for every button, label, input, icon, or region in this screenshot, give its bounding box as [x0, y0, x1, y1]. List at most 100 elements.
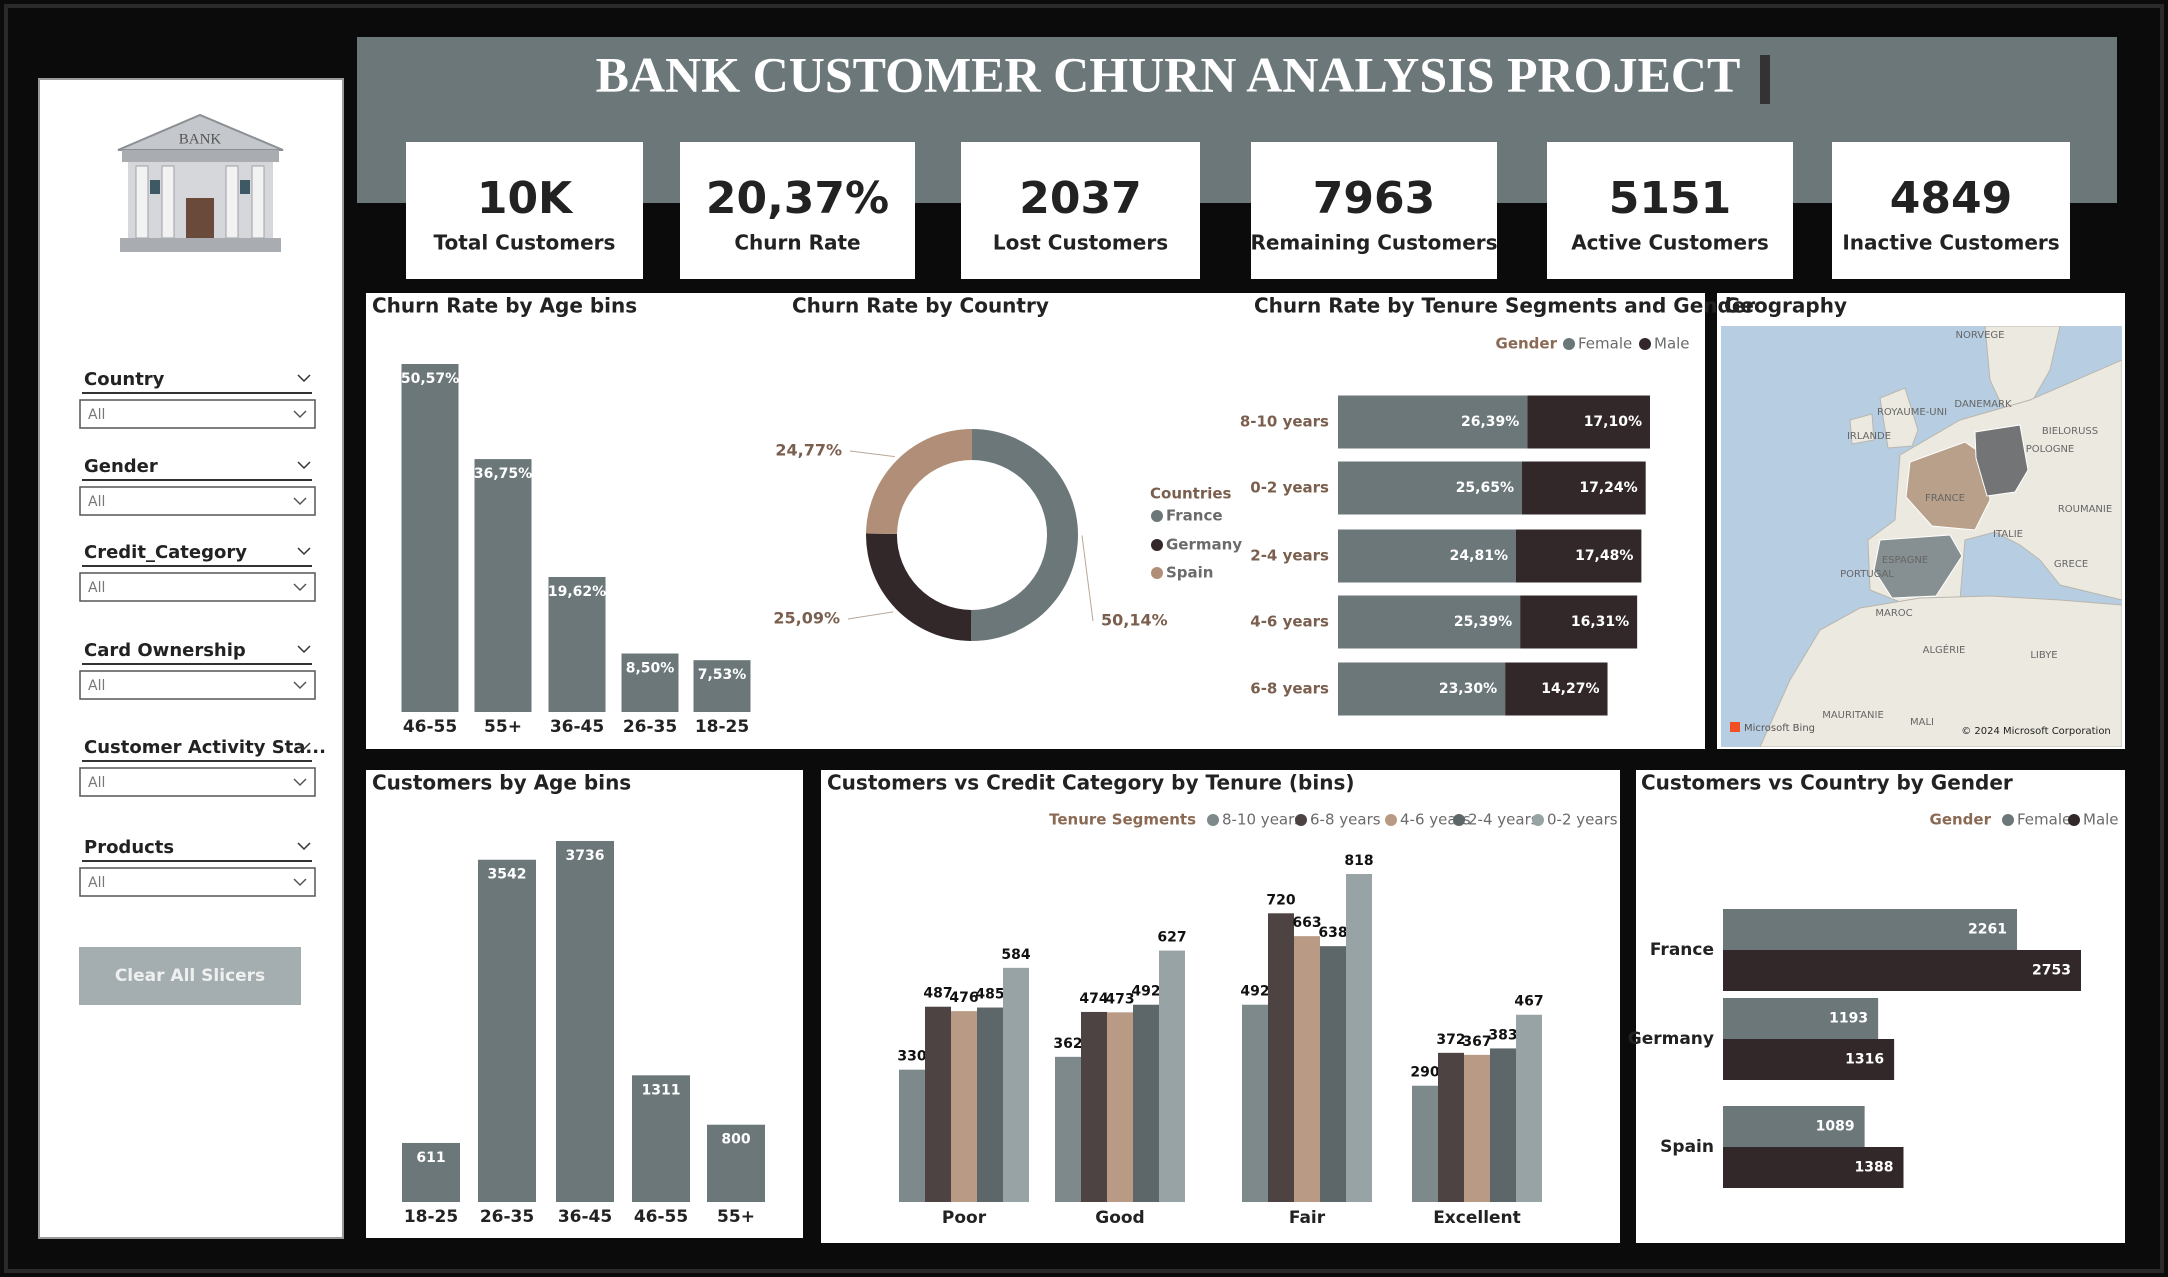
- y-tick-label: 0-2 years: [1250, 479, 1329, 497]
- legend-title: Gender: [1930, 811, 1992, 829]
- map-label: LIBYE: [2030, 650, 2057, 661]
- y-tick-label: 8-10 years: [1240, 413, 1329, 431]
- data-label: 467: [1514, 994, 1543, 1010]
- bar: [401, 364, 459, 712]
- data-label: 25,09%: [773, 609, 840, 628]
- bar: [1723, 998, 1879, 1039]
- kpi-card: [1547, 142, 1793, 279]
- data-label: 2753: [2032, 963, 2071, 979]
- chart-title: Customers by Age bins: [372, 771, 631, 795]
- map-country: [1974, 424, 2029, 497]
- bar-segment: [1338, 529, 1516, 583]
- map-label: POLOGNE: [2026, 444, 2075, 455]
- bar: [632, 1075, 690, 1202]
- map-label: BIELORUSS: [2042, 426, 2098, 437]
- map-label: MAURITANIE: [1822, 710, 1884, 721]
- bank-logo: BANK: [117, 113, 284, 252]
- slicer-chevron: [297, 645, 311, 654]
- data-label: 720: [1266, 892, 1295, 908]
- slicer-dropdown[interactable]: [79, 867, 316, 897]
- legend-swatch: [1563, 338, 1575, 350]
- x-tick-label: Excellent: [1433, 1208, 1521, 1228]
- slicer-dropdown[interactable]: [79, 767, 316, 797]
- x-tick-label: Good: [1095, 1208, 1144, 1228]
- slicer-label: Customer Activity Sta...: [84, 737, 326, 758]
- slicer-label: Gender: [84, 456, 158, 477]
- chart-title: Churn Rate by Age bins: [372, 294, 637, 318]
- legend-label: 4-6 years: [1400, 811, 1471, 829]
- map-label: ESPAGNE: [1882, 555, 1928, 566]
- slicer-dropdown[interactable]: [79, 670, 316, 700]
- y-tick-label: Spain: [1660, 1137, 1714, 1157]
- legend-swatch: [1295, 814, 1307, 826]
- legend-title: Countries: [1150, 485, 1232, 503]
- data-label: 627: [1157, 930, 1186, 946]
- legend-label: Female: [1578, 335, 1632, 353]
- bar: [1320, 946, 1346, 1202]
- map-land: [1849, 413, 1875, 445]
- map-label: MALI: [1910, 717, 1934, 728]
- data-label: 36,75%: [474, 466, 532, 482]
- map-land: [1879, 387, 1919, 449]
- kpi-value: 10K: [477, 173, 574, 224]
- donut-slice: [865, 533, 972, 641]
- legend-title: Tenure Segments: [1049, 811, 1196, 829]
- legend-swatch: [1151, 539, 1163, 551]
- frame: [4, 4, 2164, 1273]
- kpi-label: Churn Rate: [734, 231, 860, 255]
- kpi-value: 4849: [1890, 173, 2012, 224]
- button-label[interactable]: Clear All Slicers: [115, 966, 265, 986]
- data-label: 3736: [566, 848, 605, 864]
- data-label: 24,77%: [775, 441, 842, 460]
- bar-segment: [1338, 662, 1506, 716]
- y-tick-label: 6-8 years: [1250, 680, 1329, 698]
- legend-swatch: [1532, 814, 1544, 826]
- data-label: 23,30%: [1439, 681, 1497, 697]
- data-label: 492: [1131, 984, 1160, 1000]
- data-label: 26,39%: [1461, 414, 1519, 430]
- bar: [1003, 967, 1029, 1202]
- data-label: 17,24%: [1579, 480, 1637, 496]
- slicer-dropdown[interactable]: [79, 572, 316, 602]
- bar: [1055, 1056, 1081, 1202]
- data-label: 50,14%: [1101, 611, 1168, 630]
- data-label: 17,48%: [1575, 548, 1633, 564]
- kpi-value: 5151: [1609, 173, 1731, 224]
- provider-logo: [1730, 722, 1740, 732]
- legend-label: 0-2 years: [1547, 811, 1618, 829]
- data-label: 3542: [488, 867, 527, 883]
- bar: [478, 859, 536, 1202]
- legend-label: Male: [1654, 335, 1690, 353]
- slicer-chevron: [297, 842, 311, 851]
- data-label: 476: [949, 990, 978, 1006]
- dropdown-chevron: [293, 878, 307, 887]
- bar: [1081, 1011, 1107, 1202]
- bar: [1346, 874, 1372, 1202]
- header-marker: [1760, 55, 1770, 104]
- slicer-value: All: [88, 407, 105, 423]
- slicer-dropdown[interactable]: [79, 486, 316, 516]
- chart-title: Geography: [1724, 294, 1847, 318]
- slicer-dropdown[interactable]: [79, 399, 316, 429]
- dropdown-chevron: [293, 497, 307, 506]
- bar: [1723, 1147, 1904, 1188]
- bar-segment: [1505, 662, 1608, 716]
- legend-label: France: [1166, 507, 1223, 525]
- data-label: 14,27%: [1541, 681, 1599, 697]
- y-tick-label: 2-4 years: [1250, 547, 1329, 565]
- legend-label: 2-4 years: [1468, 811, 1539, 829]
- bar: [1242, 1004, 1268, 1202]
- slicer-chevron: [297, 374, 311, 383]
- clear-slicers-button[interactable]: [79, 947, 301, 1005]
- data-label: 584: [1001, 947, 1030, 963]
- dropdown-chevron: [293, 778, 307, 787]
- kpi-label: Inactive Customers: [1842, 231, 2059, 255]
- chart-title: Churn Rate by Country: [792, 294, 1049, 318]
- legend-label: Female: [2017, 811, 2071, 829]
- data-label: 1089: [1816, 1119, 1855, 1135]
- legend-swatch: [2002, 814, 2014, 826]
- bar: [548, 576, 606, 712]
- kpi-card: [1251, 142, 1497, 279]
